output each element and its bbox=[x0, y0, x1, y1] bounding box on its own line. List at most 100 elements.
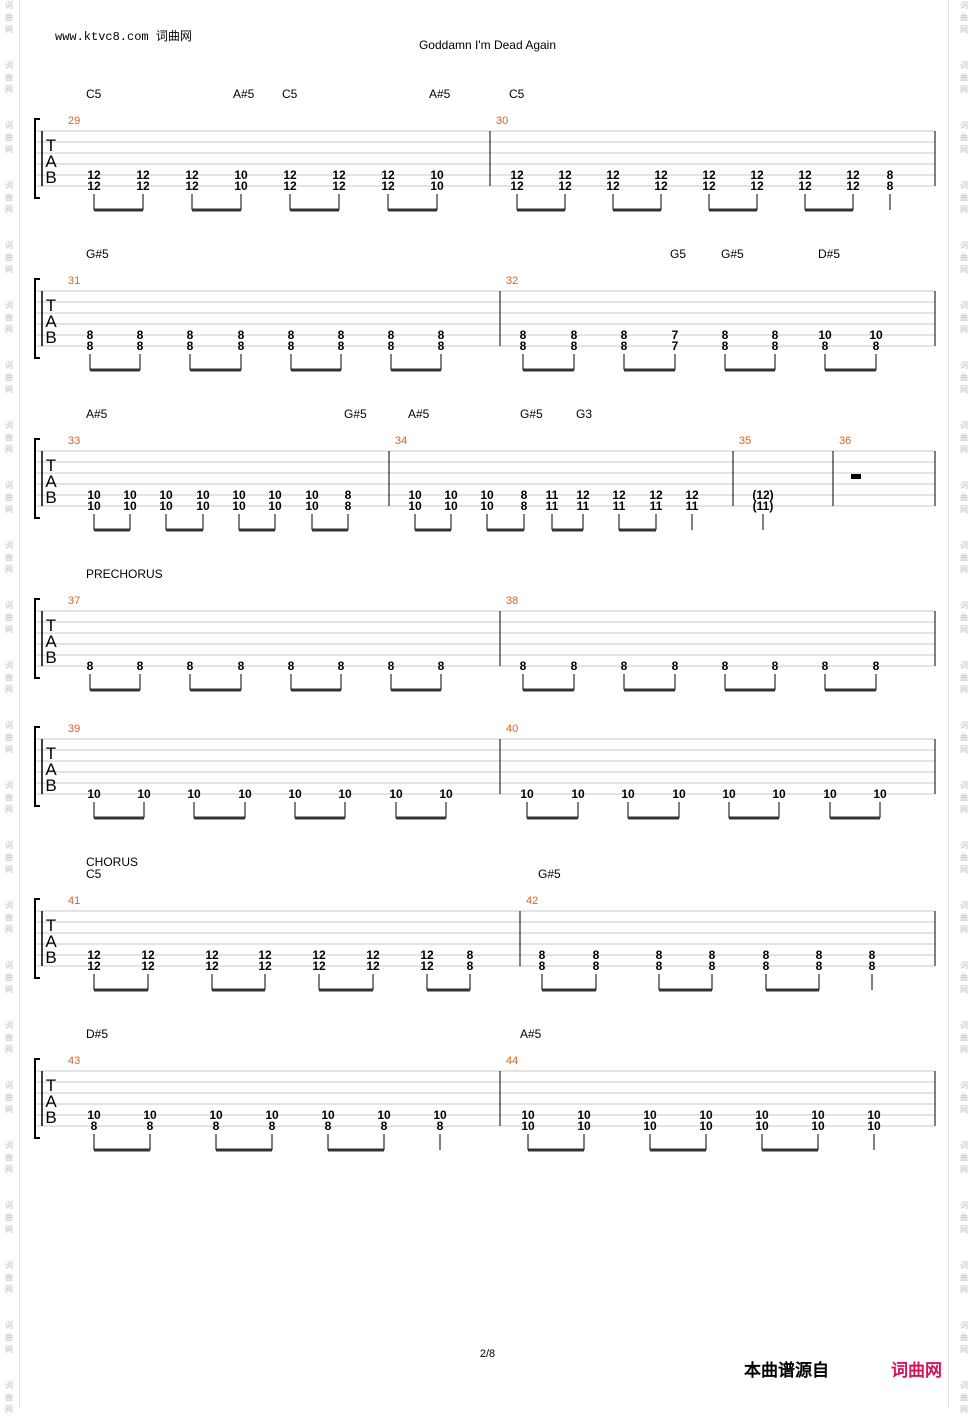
fret-number: 10 bbox=[521, 1108, 535, 1122]
fret-number: 10 bbox=[196, 499, 210, 513]
fret-number: 12 bbox=[312, 948, 326, 962]
fret-number: 8 bbox=[571, 339, 578, 353]
fret-number: 11 bbox=[650, 499, 663, 513]
fret-number: 8 bbox=[438, 339, 445, 353]
watermark-text: 词曲网 bbox=[5, 781, 13, 814]
fret-number: 12 bbox=[798, 179, 812, 193]
fret-number: 12 bbox=[654, 179, 668, 193]
fret-number: 10 bbox=[232, 499, 246, 513]
fret-number: 12 bbox=[381, 168, 395, 182]
fret-number: 10 bbox=[520, 787, 534, 801]
chord-name: C5 bbox=[86, 867, 102, 881]
page-border-right bbox=[948, 0, 949, 1408]
section-label: CHORUS bbox=[86, 855, 138, 869]
fret-number: 10 bbox=[480, 488, 494, 502]
fret-number: 8 bbox=[763, 959, 770, 973]
fret-number: 8 bbox=[288, 659, 295, 673]
watermark-text: 词曲网 bbox=[960, 1321, 968, 1354]
watermark-text: 词曲网 bbox=[5, 541, 13, 574]
watermark-text: 词曲网 bbox=[5, 961, 13, 994]
fret-number: 10 bbox=[265, 1108, 279, 1122]
fret-number: 10 bbox=[672, 787, 686, 801]
fret-number: 8 bbox=[816, 959, 823, 973]
fret-number: 8 bbox=[238, 339, 245, 353]
fret-number: 8 bbox=[91, 1119, 98, 1133]
fret-number: 12 bbox=[846, 179, 860, 193]
fret-number: 12 bbox=[332, 179, 346, 193]
chord-name: D#5 bbox=[86, 1027, 108, 1041]
measure-number: 39 bbox=[68, 723, 80, 735]
watermark-text: 词曲网 bbox=[960, 721, 968, 754]
tab-clef-letter: A bbox=[45, 932, 57, 951]
watermark-text: 词曲网 bbox=[960, 1021, 968, 1054]
fret-number: 10 bbox=[159, 499, 173, 513]
fret-number: 7 bbox=[672, 328, 679, 342]
chord-name: A#5 bbox=[408, 407, 430, 421]
watermark-text: 词曲网 bbox=[960, 1081, 968, 1114]
chord-name: G#5 bbox=[344, 407, 367, 421]
fret-number: 8 bbox=[722, 328, 729, 342]
fret-number: 10 bbox=[389, 787, 403, 801]
fret-number: 10 bbox=[430, 179, 444, 193]
tab-clef-letter: B bbox=[45, 488, 56, 507]
tab-clef-letter: B bbox=[45, 948, 56, 967]
fret-number: 12 bbox=[649, 488, 663, 502]
fret-number: 12 bbox=[606, 168, 620, 182]
chord-name: A#5 bbox=[520, 1027, 542, 1041]
fret-number: 10 bbox=[643, 1108, 657, 1122]
fret-number: 12 bbox=[750, 168, 764, 182]
fret-number: 8 bbox=[521, 499, 528, 513]
fret-number: 12 bbox=[332, 168, 346, 182]
fret-number: 8 bbox=[539, 948, 546, 962]
fret-number: 10 bbox=[439, 787, 453, 801]
measure-number: 36 bbox=[839, 435, 851, 447]
chord-name: A#5 bbox=[429, 87, 451, 101]
fret-number: 10 bbox=[87, 787, 101, 801]
fret-number: 10 bbox=[444, 488, 458, 502]
fret-number: 10 bbox=[867, 1108, 881, 1122]
watermark-text: 词曲网 bbox=[5, 721, 13, 754]
fret-number: 8 bbox=[87, 339, 94, 353]
chord-name: D#5 bbox=[818, 247, 840, 261]
fret-number: 12 bbox=[283, 168, 297, 182]
fret-number: 8 bbox=[593, 948, 600, 962]
watermark-text: 词曲网 bbox=[960, 781, 968, 814]
fret-number: 10 bbox=[755, 1119, 769, 1133]
fret-number: 12 bbox=[798, 168, 812, 182]
fret-number: 12 bbox=[366, 959, 380, 973]
fret-number: 8 bbox=[437, 1119, 444, 1133]
fret-number: 8 bbox=[288, 328, 295, 342]
fret-number: 10 bbox=[433, 1108, 447, 1122]
fret-number: 8 bbox=[672, 659, 679, 673]
measure-number: 44 bbox=[506, 1055, 518, 1067]
system-bracket bbox=[34, 598, 40, 679]
brand-logo-text[interactable]: 词曲网 bbox=[891, 1361, 942, 1380]
system-bracket bbox=[34, 898, 40, 979]
tab-clef-letter: B bbox=[45, 168, 56, 187]
watermark-text: 词曲网 bbox=[5, 841, 13, 874]
site-url[interactable]: www.ktvc8.com 词曲网 bbox=[55, 30, 192, 44]
fret-number: 10 bbox=[377, 1108, 391, 1122]
fret-number: 8 bbox=[388, 659, 395, 673]
watermark-text: 词曲网 bbox=[960, 301, 968, 334]
fret-number: 7 bbox=[672, 339, 679, 353]
fret-number: 8 bbox=[187, 659, 194, 673]
fret-number: 8 bbox=[213, 1119, 220, 1133]
fret-number: 10 bbox=[187, 787, 201, 801]
watermark-text: 词曲网 bbox=[5, 1021, 13, 1054]
fret-number: 8 bbox=[621, 328, 628, 342]
measure-number: 42 bbox=[526, 895, 538, 907]
fret-number: 12 bbox=[685, 488, 699, 502]
fret-number: 10 bbox=[209, 1108, 223, 1122]
fret-number: 10 bbox=[521, 1119, 535, 1133]
fret-number: 12 bbox=[510, 168, 524, 182]
fret-number: 8 bbox=[571, 659, 578, 673]
fret-number: 10 bbox=[305, 488, 319, 502]
fret-number: 10 bbox=[137, 787, 151, 801]
tab-system-1 bbox=[34, 118, 936, 212]
watermark-text: 词曲网 bbox=[960, 601, 968, 634]
fret-number: 8 bbox=[381, 1119, 388, 1133]
measure-number: 31 bbox=[68, 275, 80, 287]
fret-number: 12 bbox=[846, 168, 860, 182]
measure-number: 30 bbox=[496, 115, 508, 127]
